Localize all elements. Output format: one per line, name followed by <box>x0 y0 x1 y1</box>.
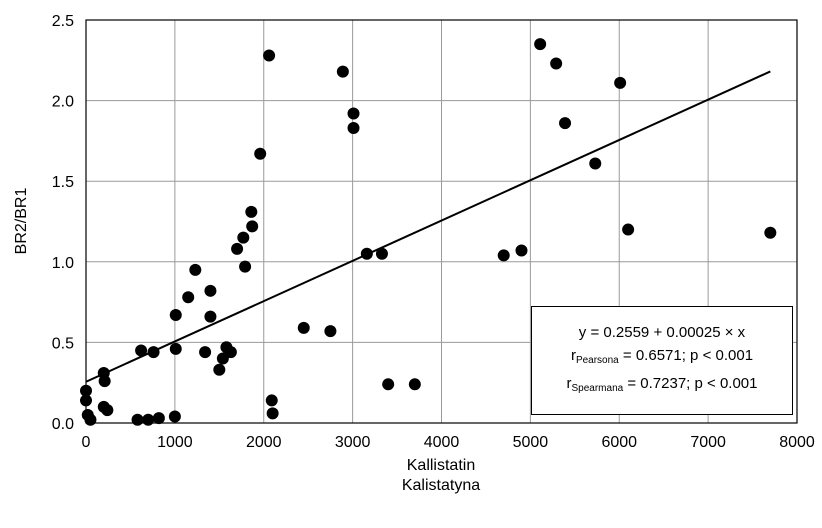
data-point <box>550 57 563 70</box>
data-point <box>152 412 165 425</box>
data-point <box>245 205 258 218</box>
spearman-value: = 0.7237; p < 0.001 <box>623 375 758 392</box>
data-point <box>224 346 237 359</box>
x-axis-title-secondary: Kalistatyna <box>402 477 480 494</box>
y-axis-title: BR2/BR1 <box>13 188 30 255</box>
data-point <box>336 65 349 78</box>
data-point <box>168 410 181 423</box>
data-point <box>246 220 259 233</box>
y-tick-label: 2.5 <box>52 13 74 30</box>
y-tick-label: 1.0 <box>52 255 74 272</box>
data-point <box>204 284 217 297</box>
data-point <box>182 291 195 304</box>
y-tick-label: 2.0 <box>52 94 74 111</box>
data-point <box>213 363 226 376</box>
data-point <box>265 394 278 407</box>
plot-frame <box>85 19 798 424</box>
data-point <box>497 249 510 262</box>
data-point <box>347 122 360 135</box>
data-point <box>131 413 144 426</box>
data-point <box>589 157 602 170</box>
data-point <box>204 310 217 323</box>
regression-annotation-box: y = 0.2559 + 0.00025 × x rPearsona = 0.6… <box>531 306 793 415</box>
data-point <box>169 308 182 321</box>
regression-line-group <box>85 70 771 383</box>
data-point <box>263 49 276 62</box>
data-point <box>375 247 388 260</box>
data-point <box>189 263 202 276</box>
x-tick-label: 6000 <box>601 434 637 451</box>
pearson-symbol: r <box>570 347 576 364</box>
data-point <box>216 352 229 365</box>
x-tick-label: 1000 <box>157 434 193 451</box>
data-point <box>515 244 528 257</box>
data-point <box>614 76 627 89</box>
data-point <box>559 117 572 130</box>
data-point <box>266 407 279 420</box>
data-point <box>101 404 114 417</box>
tick-labels: 0 1000 2000 3000 4000 5000 6000 7000 8000 0.0 0.5 1… <box>52 13 815 451</box>
data-point <box>324 325 337 338</box>
data-point <box>534 38 547 51</box>
data-point <box>254 147 267 160</box>
x-tick-label: 3000 <box>335 434 371 451</box>
data-point <box>622 223 635 236</box>
pearson-value: = 0.6571; p < 0.001 <box>618 347 754 364</box>
y-tick-label: 1.5 <box>52 174 74 191</box>
data-point <box>169 342 182 355</box>
data-points <box>80 38 777 426</box>
data-point <box>142 413 155 426</box>
data-point <box>408 378 421 391</box>
data-point <box>231 242 244 255</box>
data-point <box>382 378 395 391</box>
x-tick-label: 5000 <box>513 434 549 451</box>
x-tick-label: 7000 <box>690 434 726 451</box>
pearson-correlation: rPearsona = 0.6571; p < 0.001 <box>571 344 753 372</box>
regression-line <box>85 70 771 383</box>
x-tick-label: 8000 <box>779 434 815 451</box>
x-tick-label: 2000 <box>246 434 282 451</box>
data-point <box>147 346 160 359</box>
data-point <box>297 321 310 334</box>
y-tick-label: 0.5 <box>52 335 74 352</box>
spearman-subscript: Spearmana <box>571 383 624 394</box>
spearman-symbol: r <box>566 375 572 392</box>
data-point <box>360 247 373 260</box>
data-point <box>764 226 777 239</box>
data-point <box>347 107 360 120</box>
data-point <box>135 344 148 357</box>
spearman-correlation: rSpearmana = 0.7237; p < 0.001 <box>567 372 758 400</box>
data-point <box>199 346 212 359</box>
y-tick-label: 0.0 <box>52 416 74 433</box>
data-point <box>98 375 111 388</box>
x-axis-title: Kallistatin <box>407 457 475 474</box>
regression-equation: y = 0.2559 + 0.00025 × x <box>578 324 746 341</box>
x-tick-label: 4000 <box>424 434 460 451</box>
pearson-subscript: Pearsona <box>575 355 619 366</box>
x-tick-label: 0 <box>82 434 91 451</box>
data-point <box>239 260 252 273</box>
data-point <box>237 231 250 244</box>
